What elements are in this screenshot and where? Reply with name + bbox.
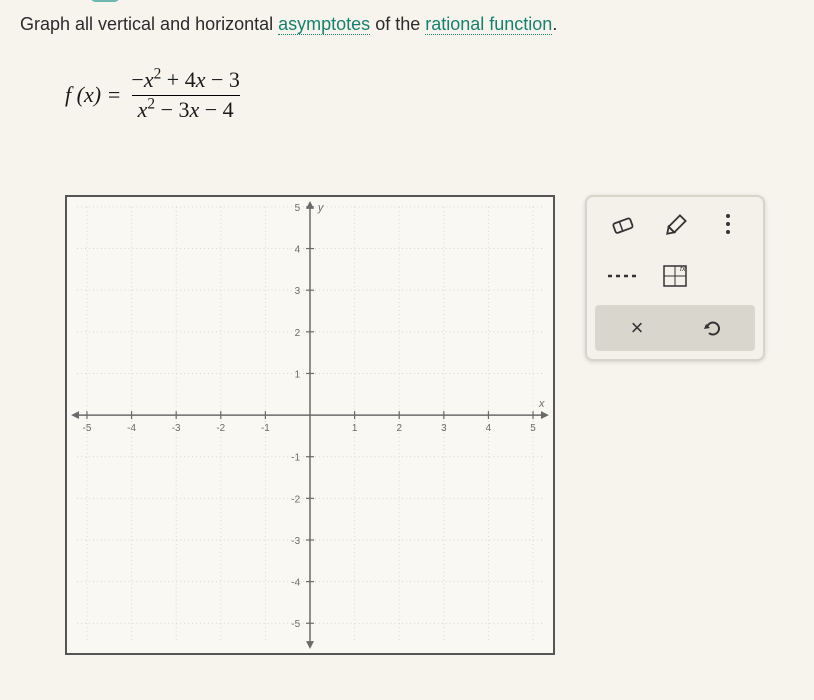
svg-text:-3: -3 xyxy=(291,536,300,547)
spacer-tool xyxy=(705,255,751,297)
term-asymptotes[interactable]: asymptotes xyxy=(278,14,370,35)
content-row: -5 -4 -3 -2 -1 1 2 3 4 5 -5 -4 -3 -2 -1 1 2 3 4 5 x y xyxy=(20,195,794,655)
svg-text:-4: -4 xyxy=(127,423,136,434)
function-equation: f (x) = −x2 + 4x − 3 x2 − 3x − 4 xyxy=(65,55,794,135)
question-prompt: Graph all vertical and horizontal asympt… xyxy=(20,14,794,35)
prompt-prefix: Graph all vertical and horizontal xyxy=(20,14,278,34)
tool-bottom-row: × xyxy=(595,305,755,351)
svg-text:-4: -4 xyxy=(291,578,300,589)
svg-text:2: 2 xyxy=(295,328,301,339)
worksheet-page: Graph all vertical and horizontal asympt… xyxy=(0,0,814,700)
graph-svg: -5 -4 -3 -2 -1 1 2 3 4 5 -5 -4 -3 -2 -1 1 2 3 4 5 x y xyxy=(67,197,553,653)
tool-row-2: fx xyxy=(595,255,755,297)
svg-text:-5: -5 xyxy=(291,619,300,630)
pencil-icon xyxy=(660,213,690,239)
prompt-suffix: . xyxy=(552,14,557,34)
svg-text:5: 5 xyxy=(530,423,536,434)
svg-text:-5: -5 xyxy=(83,423,92,434)
dashed-vertical-tool[interactable] xyxy=(705,205,751,247)
numerator: −x2 + 4x − 3 xyxy=(125,68,246,94)
svg-text:-1: -1 xyxy=(261,423,270,434)
svg-text:5: 5 xyxy=(295,203,301,214)
pencil-tool[interactable] xyxy=(652,205,698,247)
eraser-icon xyxy=(607,213,637,239)
svg-text:x: x xyxy=(538,398,545,410)
equation-lhs: f (x) = xyxy=(65,82,121,108)
fx-grid-icon: fx xyxy=(660,262,690,290)
undo-button[interactable] xyxy=(683,311,743,345)
eraser-tool[interactable] xyxy=(599,205,645,247)
svg-text:-3: -3 xyxy=(172,423,181,434)
tool-palette: fx × xyxy=(585,195,765,361)
svg-text:3: 3 xyxy=(441,423,447,434)
svg-text:3: 3 xyxy=(295,286,301,297)
denominator: x2 − 3x − 4 xyxy=(132,95,240,122)
tab-indicator xyxy=(90,0,120,2)
svg-text:-2: -2 xyxy=(291,494,300,505)
clear-button[interactable]: × xyxy=(607,311,667,345)
dashed-horizontal-tool[interactable] xyxy=(599,255,645,297)
equation-fraction: −x2 + 4x − 3 x2 − 3x − 4 xyxy=(125,68,246,121)
tool-row-1 xyxy=(595,205,755,247)
dashed-horizontal-icon xyxy=(605,266,639,286)
coordinate-grid[interactable]: -5 -4 -3 -2 -1 1 2 3 4 5 -5 -4 -3 -2 -1 1 2 3 4 5 x y xyxy=(65,195,555,655)
svg-text:-2: -2 xyxy=(216,423,225,434)
prompt-mid: of the xyxy=(370,14,425,34)
svg-text:fx: fx xyxy=(680,266,686,273)
svg-text:1: 1 xyxy=(295,369,301,380)
term-rational-function[interactable]: rational function xyxy=(425,14,552,35)
svg-text:1: 1 xyxy=(352,423,358,434)
fx-grid-tool[interactable]: fx xyxy=(652,255,698,297)
dashed-vertical-icon xyxy=(713,212,743,240)
undo-icon xyxy=(702,317,724,339)
svg-text:4: 4 xyxy=(486,423,492,434)
svg-text:-1: -1 xyxy=(291,453,300,464)
close-icon: × xyxy=(631,315,644,341)
svg-text:2: 2 xyxy=(396,423,402,434)
svg-text:4: 4 xyxy=(295,245,301,256)
svg-text:y: y xyxy=(317,202,324,214)
